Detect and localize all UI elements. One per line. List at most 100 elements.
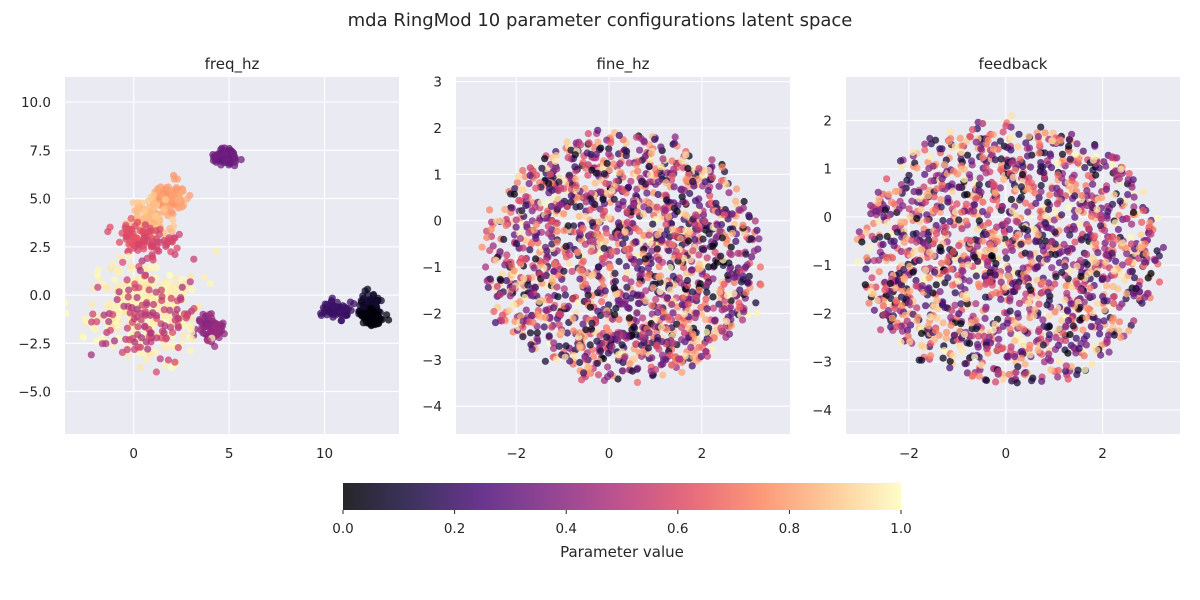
scatter-point xyxy=(954,271,962,280)
scatter-point xyxy=(1012,233,1020,241)
y-tick-label: −1 xyxy=(812,258,832,274)
scatter-point xyxy=(993,347,1001,355)
scatter-point xyxy=(949,187,957,195)
scatter-point xyxy=(975,217,983,225)
scatter-point xyxy=(1132,284,1140,293)
scatter-point xyxy=(964,261,973,269)
scatter-point xyxy=(541,357,550,365)
scatter-point xyxy=(686,189,694,198)
scatter-point xyxy=(560,267,568,275)
scatter-point xyxy=(679,294,687,302)
scatter-point xyxy=(924,192,932,200)
scatter-point xyxy=(482,263,490,271)
scatter-point xyxy=(1030,183,1038,191)
scatter-point xyxy=(186,278,194,286)
scatter-point xyxy=(626,360,634,368)
scatter-point xyxy=(979,120,987,128)
scatter-point xyxy=(147,263,155,271)
scatter-point xyxy=(1024,226,1032,234)
scatter-point xyxy=(525,318,533,326)
scatter-point xyxy=(947,321,955,329)
scatter-point xyxy=(712,199,720,207)
scatter-point xyxy=(1117,165,1125,173)
scatter-point xyxy=(610,284,618,292)
scatter-point xyxy=(1085,225,1093,233)
scatter-point xyxy=(1046,357,1055,365)
scatter-point xyxy=(1054,366,1063,375)
scatter-point xyxy=(94,283,102,291)
scatter-point xyxy=(1052,208,1060,216)
scatter-point xyxy=(544,229,553,238)
scatter-point xyxy=(166,271,174,279)
scatter-point xyxy=(372,312,380,320)
scatter-point xyxy=(649,220,657,228)
scatter-point xyxy=(919,238,927,246)
scatter-point xyxy=(156,355,164,363)
scatter-point xyxy=(702,295,710,303)
scatter-point xyxy=(944,194,952,202)
scatter-point xyxy=(615,315,623,323)
scatter-point xyxy=(1115,175,1123,183)
scatter-points xyxy=(65,144,393,376)
scatter-point xyxy=(212,247,220,255)
scatter-point xyxy=(564,154,572,162)
scatter-point xyxy=(1014,310,1022,318)
scatter-point xyxy=(921,146,929,154)
scatter-point xyxy=(1011,319,1020,327)
scatter-point xyxy=(337,317,345,325)
scatter-point xyxy=(164,356,172,364)
scatter-point xyxy=(486,246,494,255)
scatter-point xyxy=(211,323,219,331)
scatter-point xyxy=(691,236,699,244)
scatter-point xyxy=(160,306,168,314)
scatter-point xyxy=(918,329,926,337)
scatter-point xyxy=(728,309,736,318)
scatter-point xyxy=(895,187,903,195)
scatter-point xyxy=(940,222,948,231)
scatter-point xyxy=(868,274,876,282)
scatter-point xyxy=(686,228,694,236)
scatter-point xyxy=(905,298,913,306)
scatter-point xyxy=(187,273,195,281)
scatter-point xyxy=(595,263,603,271)
scatter-point xyxy=(1153,247,1161,255)
scatter-point xyxy=(1113,154,1121,162)
scatter-point xyxy=(502,277,511,285)
scatter-point xyxy=(543,214,551,222)
scatter-point xyxy=(710,262,718,270)
scatter-point xyxy=(667,220,676,228)
scatter-point xyxy=(134,331,142,339)
scatter-point xyxy=(633,365,641,373)
scatter-point xyxy=(522,193,530,201)
y-tick-label: 0 xyxy=(433,214,442,230)
scatter-point xyxy=(1002,283,1010,291)
scatter-point xyxy=(708,156,716,164)
scatter-point xyxy=(972,272,980,280)
scatter-point xyxy=(116,253,124,261)
scatter-point xyxy=(1110,292,1118,301)
scatter-point xyxy=(1088,360,1096,368)
scatter-point xyxy=(542,306,550,314)
x-tick-label: 0 xyxy=(605,446,614,462)
scatter-point xyxy=(532,221,541,229)
y-tick-label: 10.0 xyxy=(21,95,51,111)
scatter-point xyxy=(600,170,609,178)
scatter-point xyxy=(490,307,498,316)
scatter-point xyxy=(1061,262,1069,270)
scatter-point xyxy=(1052,273,1060,281)
scatter-point xyxy=(1045,279,1053,287)
scatter-point xyxy=(522,306,530,314)
scatter-point xyxy=(545,332,553,340)
scatter-point xyxy=(654,308,662,317)
scatter-point xyxy=(647,155,655,163)
scatter-point xyxy=(668,361,676,369)
scatter-point xyxy=(1111,219,1119,227)
scatter-point xyxy=(1083,250,1091,258)
scatter-point xyxy=(670,139,679,147)
scatter-point xyxy=(357,298,366,306)
scatter-point xyxy=(597,347,605,355)
scatter-point xyxy=(665,247,673,255)
scatter-point xyxy=(969,371,977,379)
scatter-point xyxy=(553,227,561,235)
scatter-point xyxy=(563,329,571,337)
